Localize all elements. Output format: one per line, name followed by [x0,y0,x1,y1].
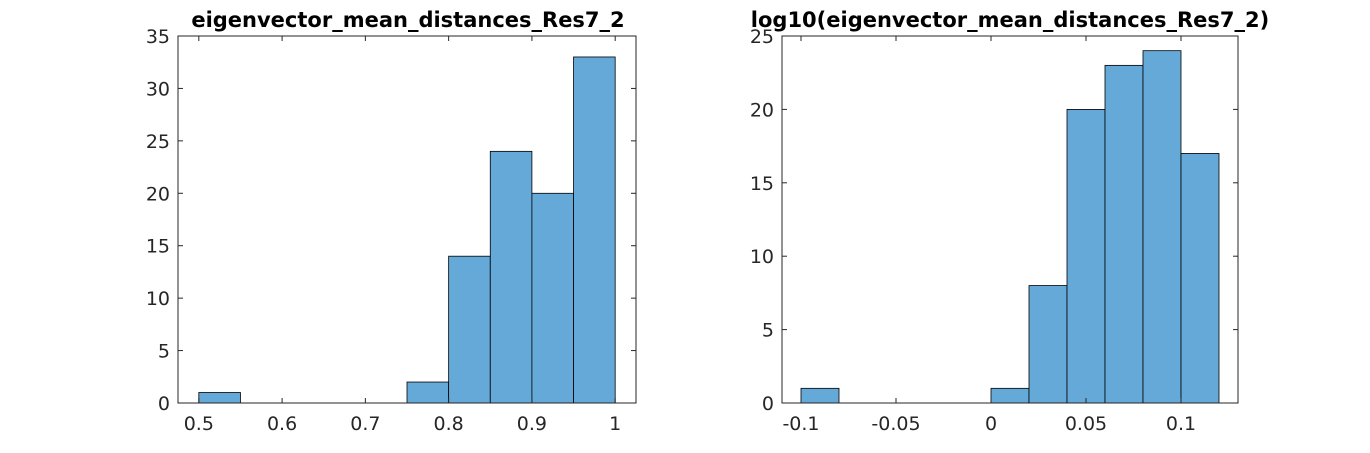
y-tick-label: 25 [750,26,774,48]
histogram-bar [990,387,1030,404]
histogram-bar [1066,109,1106,404]
axes-box [177,35,637,404]
histogram-bar [1180,153,1220,404]
y-tick-label: 0 [158,393,170,415]
y-tick-label: 35 [146,26,170,48]
x-tick-label: 0.8 [434,413,464,435]
x-tick-label: 0.9 [517,413,547,435]
x-tick-label: 0.7 [350,413,380,435]
histogram-bar [573,56,616,404]
histogram-bar [1142,50,1182,404]
histogram-bar [1104,64,1144,404]
histogram-bar [406,381,450,404]
y-tick-label: 10 [750,246,774,268]
histogram-bar [198,392,241,404]
x-tick-label: 0.5 [184,413,214,435]
x-tick-label: 0.6 [267,413,297,435]
histogram-bar [800,387,840,404]
histogram-bar [448,255,491,404]
chart-title: eigenvector_mean_distances_Res7_2 [191,8,624,32]
x-tick-label: 0 [985,413,997,435]
y-tick-label: 30 [146,78,170,100]
histogram-log10-distances: log10(eigenvector_mean_distances_Res7_2)… [750,8,1269,435]
x-tick-label: 0.05 [1065,413,1107,435]
chart-title: log10(eigenvector_mean_distances_Res7_2) [751,8,1269,32]
x-tick-label: 0.1 [1166,413,1196,435]
y-tick-label: 15 [750,173,774,195]
y-tick-label: 5 [158,341,170,363]
y-tick-label: 10 [146,288,170,310]
y-tick-label: 0 [762,393,774,415]
histogram-bar [1028,285,1068,404]
y-tick-label: 5 [762,320,774,342]
x-tick-label: -0.1 [782,413,819,435]
histogram-bar [531,192,574,404]
y-tick-label: 15 [146,236,170,258]
x-tick-label: -0.05 [871,413,920,435]
y-tick-label: 20 [146,183,170,205]
axes-box [781,35,1239,404]
y-tick-label: 20 [750,99,774,121]
x-tick-label: 1 [609,413,621,435]
histogram-bar [489,150,533,404]
histogram-raw-distances: eigenvector_mean_distances_Res7_2 0.5 0.6… [146,8,637,435]
y-tick-label: 25 [146,131,170,153]
